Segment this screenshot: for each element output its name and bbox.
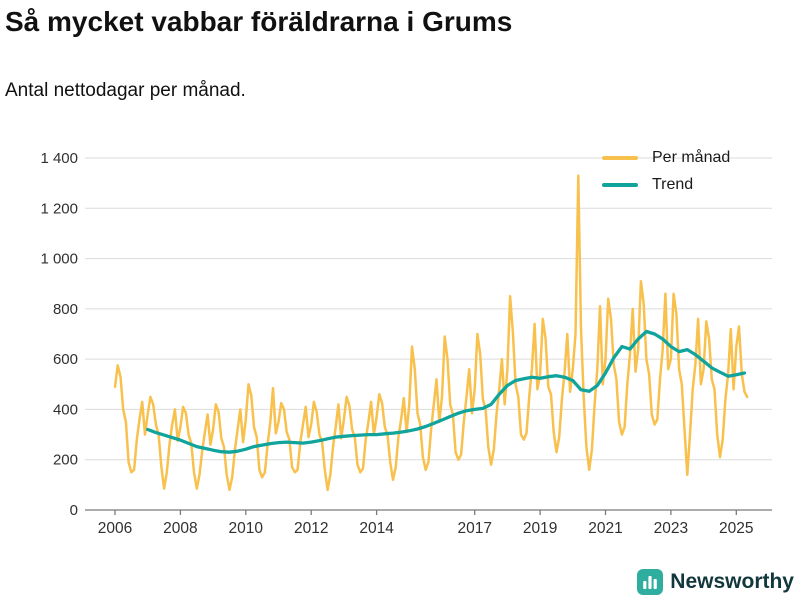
chart-title: Så mycket vabbar föräldrarna i Grums: [5, 6, 513, 37]
x-tick-label: 2006: [98, 520, 132, 537]
x-tick-label: 2010: [229, 520, 264, 537]
legend-item-trend: Trend: [602, 176, 730, 194]
x-tick-label: 2008: [163, 520, 197, 537]
legend-item-per-manad: Per månad: [602, 149, 730, 167]
trend-swatch: [602, 183, 638, 187]
y-tick-label: 600: [53, 351, 78, 368]
x-tick-label: 2021: [588, 520, 622, 537]
x-tick-label: 2017: [457, 520, 491, 537]
newsworthy-icon: [637, 569, 664, 595]
trend-label: Trend: [652, 176, 694, 193]
y-tick-label: 400: [53, 401, 78, 418]
x-tick-label: 2019: [523, 520, 557, 537]
per-manad-label: Per månad: [652, 149, 731, 166]
chart-legend: Per månad Trend: [602, 149, 730, 194]
x-tick-label: 2025: [719, 520, 753, 537]
newsworthy-wordmark: Newsworthy: [670, 570, 794, 593]
y-tick-label: 1 400: [40, 150, 78, 167]
y-tick-label: 800: [53, 301, 78, 318]
newsworthy-logo: Newsworthy: [637, 569, 794, 595]
chart-subtitle: Antal nettodagar per månad.: [5, 80, 246, 101]
y-tick-label: 1 200: [40, 200, 78, 217]
y-tick-label: 0: [70, 502, 78, 519]
y-tick-label: 200: [53, 452, 78, 469]
per-manad-swatch: [602, 156, 638, 160]
x-tick-label: 2023: [654, 520, 688, 537]
y-tick-label: 1 000: [40, 251, 78, 268]
trend-line: [146, 329, 747, 454]
x-tick-label: 2014: [359, 520, 394, 537]
per-manad-line: [113, 174, 749, 492]
x-tick-label: 2012: [294, 520, 328, 537]
